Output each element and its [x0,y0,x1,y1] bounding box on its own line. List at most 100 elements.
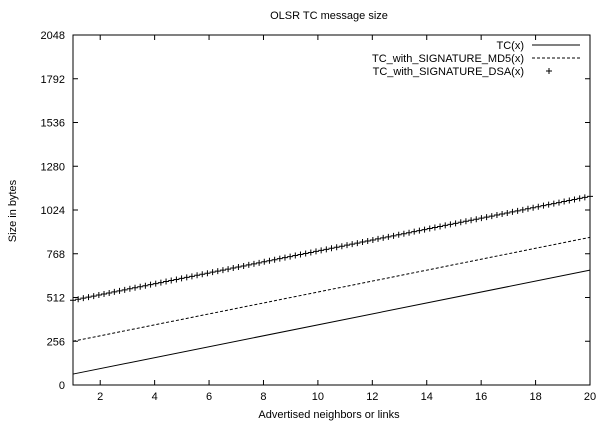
series-dsa-point [235,263,242,270]
series-dsa-point [225,266,232,273]
series-dsa-point [349,241,356,248]
series-dsa-point [168,277,175,284]
series-dsa-point [116,287,123,294]
series-dsa-point [452,220,459,227]
series-dsa-point [519,206,526,213]
series-dsa-point [256,259,263,266]
series-dsa-point [462,218,469,225]
series-dsa-point [152,280,159,287]
x-tick-label: 8 [260,391,266,403]
x-tick-label: 20 [584,391,596,403]
series-dsa-point [126,285,133,292]
series-dsa-point [312,248,319,255]
series-dsa-point [266,257,273,264]
legend-label: TC_with_SIGNATURE_DSA(x) [373,66,524,78]
y-tick-label: 2048 [41,30,65,42]
y-tick-label: 1024 [41,205,65,217]
series-dsa-point [431,224,438,231]
series-dsa-point [276,255,283,262]
series-dsa-point [250,260,257,267]
series-dsa-point [478,215,485,222]
series-dsa-point [80,295,87,302]
series-dsa-point [188,273,195,280]
x-tick-label: 2 [97,391,103,403]
series-dsa-point [364,238,371,245]
x-tick-label: 10 [312,391,324,403]
legend: TC(x)TC_with_SIGNATURE_MD5(x)TC_with_SIG… [372,40,580,78]
series-dsa-point [163,278,170,285]
series-dsa-point [121,286,128,293]
series-dsa-point [509,208,516,215]
series-dsa-point [302,250,309,257]
series-tc-line [72,269,591,375]
series-dsa-point [550,200,557,207]
series-dsa-point [111,288,118,295]
series-dsa-point [375,235,382,242]
series-dsa-point [214,268,221,275]
series-dsa-point [204,270,211,277]
legend-swatch-dsa [546,68,552,74]
series-dsa-point [411,228,418,235]
series-dsa-point [416,227,423,234]
series-dsa-point [421,226,428,233]
series-dsa-point [157,279,164,286]
series-dsa-point [385,233,392,240]
series-dsa-point [576,195,583,202]
series-dsa-point [178,275,185,282]
series-dsa-point [85,294,92,301]
series-dsa-point [442,222,449,229]
series-dsa-point [271,256,278,263]
series-dsa-point [147,281,154,288]
series-dsa-point [369,236,376,243]
series-dsa-point [75,296,82,303]
series-dsa-point [106,289,113,296]
series-dsa-point [230,265,237,272]
series-dsa-point [318,247,325,254]
y-tick-label: 0 [59,380,65,392]
x-tick-label: 12 [366,391,378,403]
series-dsa-point [261,258,268,265]
y-tick-label: 512 [47,293,65,305]
y-tick-label: 1792 [41,74,65,86]
chart-title: OLSR TC message size [270,10,388,22]
series-dsa-point [142,282,149,289]
series-dsa-point [437,223,444,230]
y-tick-label: 1280 [41,161,65,173]
series-dsa-point [219,267,226,274]
series-dsa-point [426,225,433,232]
y-tick-label: 1536 [41,118,65,130]
series-dsa-point [307,249,314,256]
series-dsa-point [95,292,102,299]
series-dsa-point [137,283,144,290]
series-dsa-point [380,234,387,241]
y-axis-label: Size in bytes [7,179,19,242]
series-dsa-point [281,254,288,261]
legend-label: TC_with_SIGNATURE_MD5(x) [372,53,524,65]
series-dsa-point [328,245,335,252]
series-dsa-point [514,207,521,214]
legend-label: TC(x) [497,40,525,52]
series-dsa-point [561,198,568,205]
series-dsa-point [323,246,330,253]
series-dsa-point [530,204,537,211]
series-dsa-point [395,231,402,238]
series-layer [70,193,593,375]
series-dsa-point [338,243,345,250]
series-dsa-point [545,201,552,208]
series-dsa-point [359,239,366,246]
series-dsa-point [297,251,304,258]
series-dsa-point [468,217,475,224]
x-axis-label: Advertised neighbors or links [258,409,400,421]
series-dsa-point [354,240,361,247]
series-dsa-point [173,276,180,283]
series-dsa-point [488,213,495,220]
series-dsa-point [183,274,190,281]
x-tick-label: 18 [529,391,541,403]
x-tick-label: 16 [475,391,487,403]
series-dsa-point [499,210,506,217]
series-dsa-point [292,252,299,259]
series-dsa-point [194,272,201,279]
series-dsa-point [400,230,407,237]
series-dsa-point [90,293,97,300]
